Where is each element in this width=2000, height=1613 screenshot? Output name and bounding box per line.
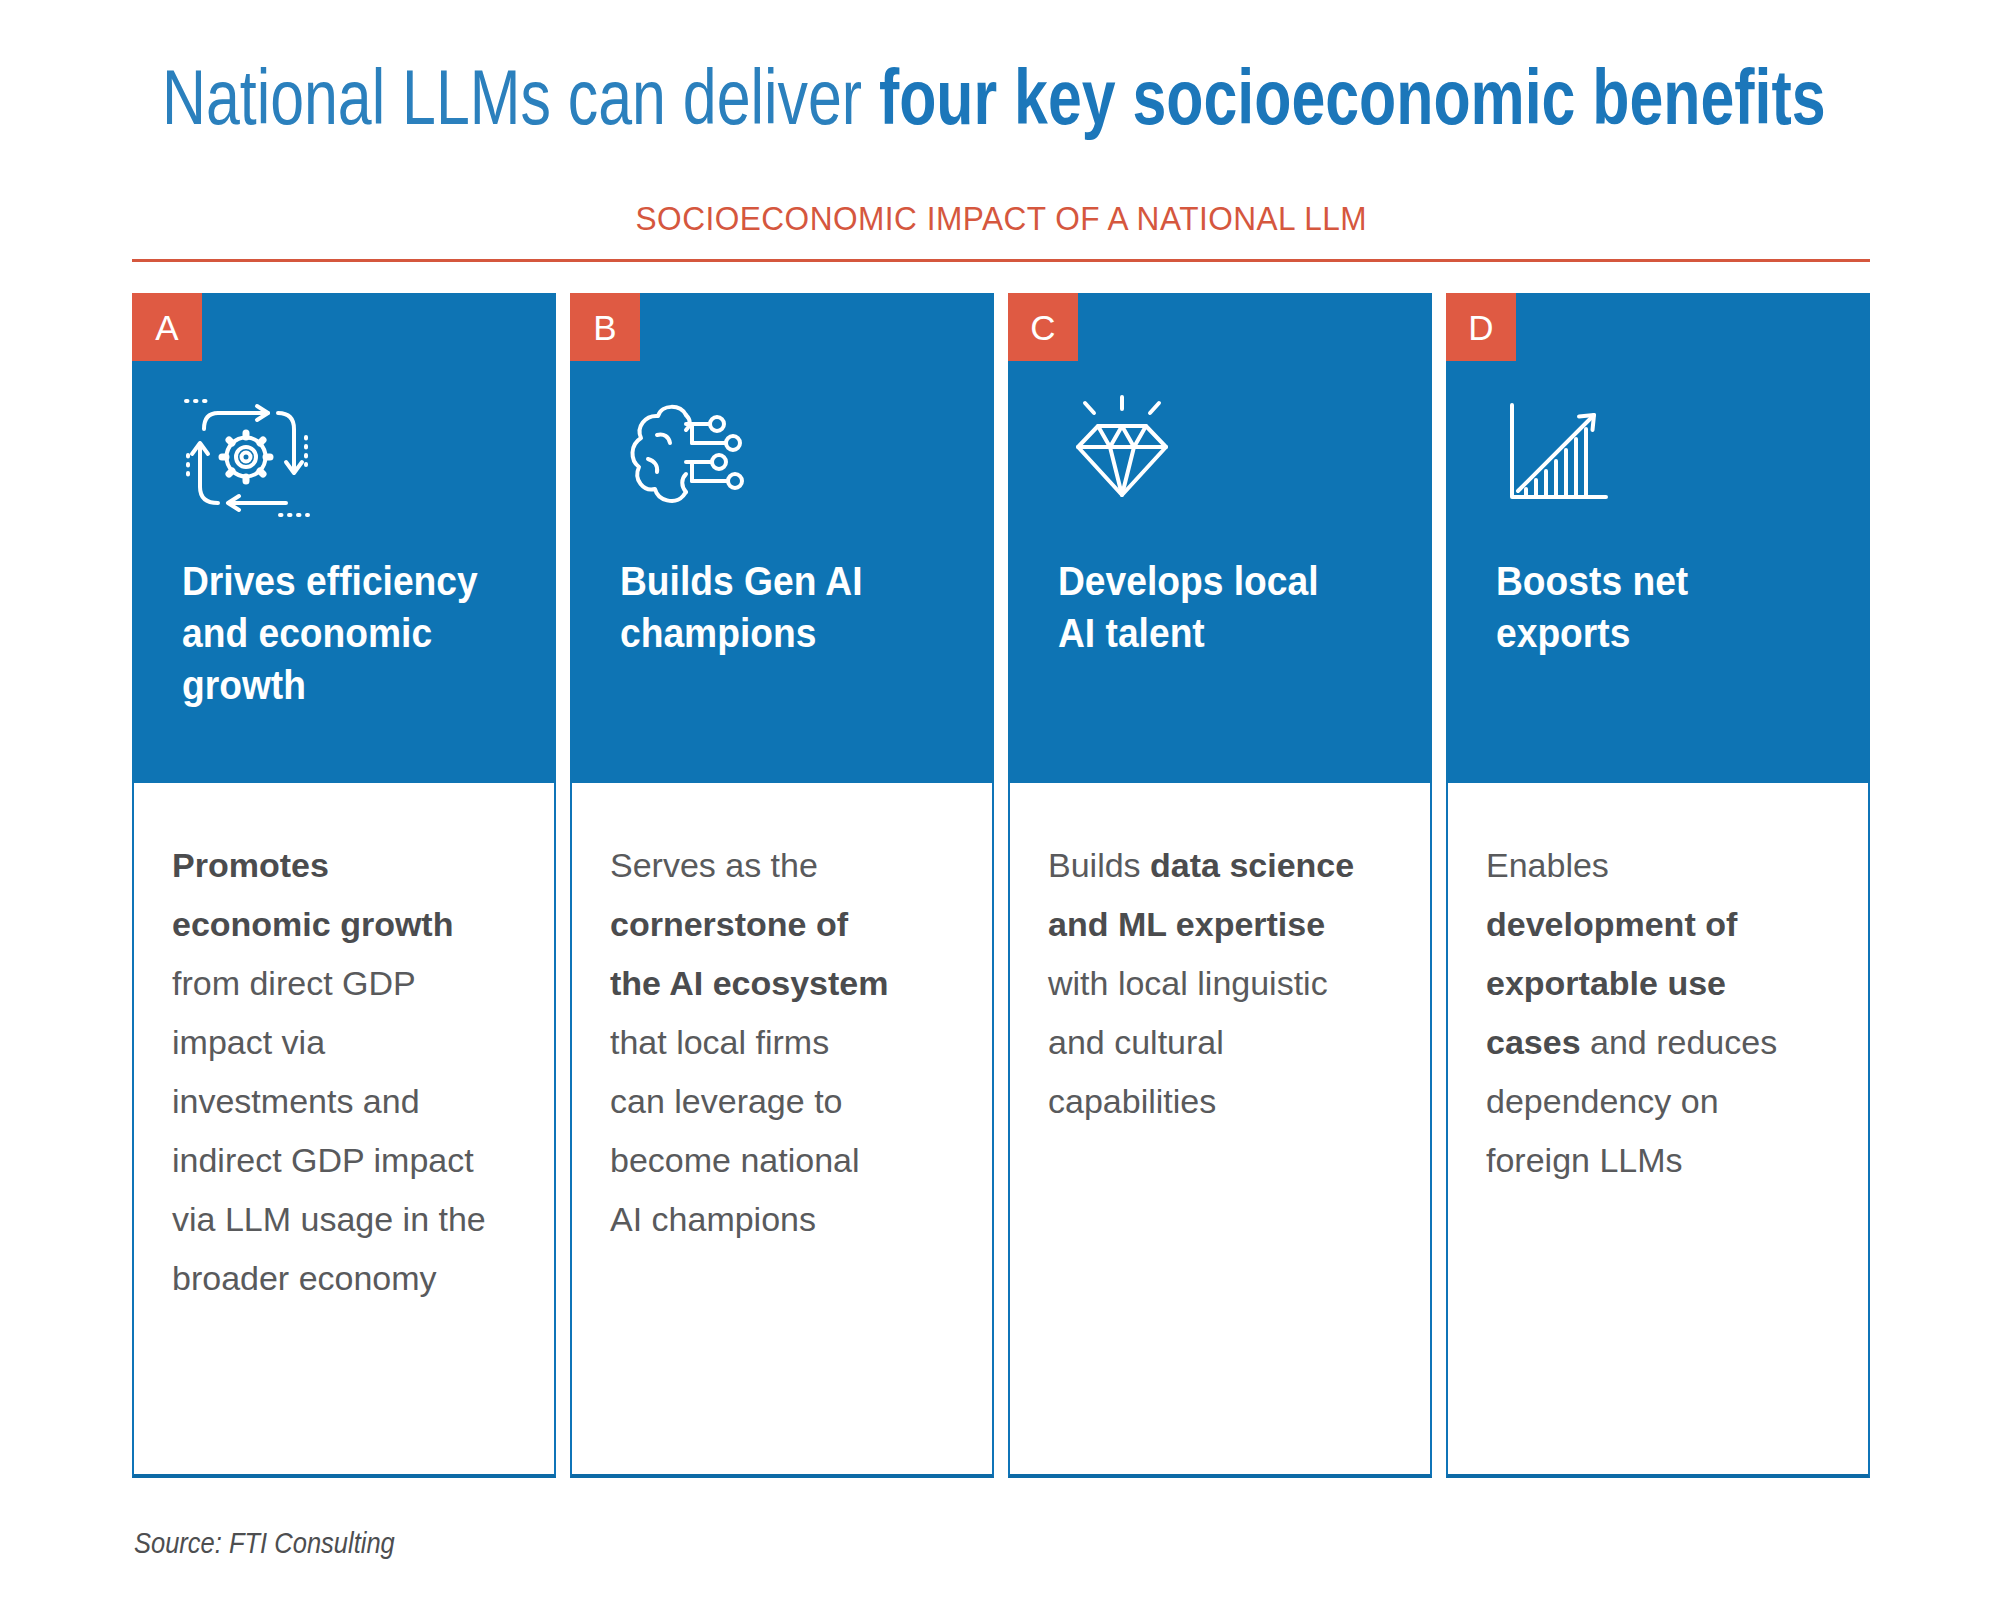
- badge-letter: D: [1468, 310, 1493, 345]
- body-text-segment: cornerstone of the AI ecosystem: [610, 905, 888, 1002]
- column-body: Builds data science and ML expertise wit…: [1008, 783, 1432, 1478]
- column-title: Builds Gen AI champions: [620, 555, 968, 659]
- process-gear-cycle-icon: [182, 393, 312, 523]
- letter-badge: C: [1008, 293, 1078, 361]
- source-note: Source: FTI Consulting: [134, 1526, 395, 1560]
- column-title: Drives efficiency and economic growth: [182, 555, 530, 711]
- body-text-segment: with local linguistic and cultural capab…: [1048, 964, 1328, 1120]
- letter-badge: B: [570, 293, 640, 361]
- column-title: Develops local AI talent: [1058, 555, 1406, 659]
- letter-badge: A: [132, 293, 202, 361]
- benefit-column-a: A: [132, 293, 556, 1478]
- badge-letter: A: [155, 310, 178, 345]
- brain-circuit-icon: [620, 393, 750, 523]
- badge-letter: B: [593, 310, 616, 345]
- column-header: B Builds Gen AI champions: [570, 293, 994, 783]
- column-body: Promotes economic growth from direct GDP…: [132, 783, 556, 1478]
- page-title-regular: National LLMs can deliver: [162, 53, 879, 141]
- subtitle: SOCIOECONOMIC IMPACT OF A NATIONAL LLM: [635, 201, 1367, 235]
- body-text-segment: Builds: [1048, 846, 1150, 884]
- page-title-bold: four key socioeconomic benefits: [879, 53, 1826, 141]
- column-header: C Develops local AI talent: [1008, 293, 1432, 783]
- body-text-segment: Enables: [1486, 846, 1609, 884]
- body-text-segment: from direct GDP impact via investments a…: [172, 964, 486, 1297]
- subtitle-row: SOCIOECONOMIC IMPACT OF A NATIONAL LLM: [132, 201, 1870, 235]
- column-header: D Boosts net exports: [1446, 293, 1870, 783]
- column-title: Boosts net exports: [1496, 555, 1844, 659]
- column-body: Enables development of exportable use ca…: [1446, 783, 1870, 1478]
- column-header: A: [132, 293, 556, 783]
- body-text-segment: Promotes economic growth: [172, 846, 453, 943]
- body-text-segment: that local firms can leverage to become …: [610, 1023, 860, 1238]
- letter-badge: D: [1446, 293, 1516, 361]
- column-body: Serves as the cornerstone of the AI ecos…: [570, 783, 994, 1478]
- benefit-column-d: D Boosts net exports Enables development…: [1446, 293, 1870, 1478]
- benefit-columns: A: [132, 293, 1870, 1478]
- page-title: National LLMs can deliver four key socio…: [162, 58, 1826, 136]
- growth-chart-icon: [1496, 393, 1626, 523]
- divider-rule: [132, 259, 1870, 262]
- benefit-column-c: C Develops local AI talent Builds data s…: [1008, 293, 1432, 1478]
- benefit-column-b: B Builds Gen AI champions Serves as the …: [570, 293, 994, 1478]
- body-text-segment: Serves as the: [610, 846, 818, 884]
- diamond-icon: [1058, 393, 1188, 523]
- badge-letter: C: [1030, 310, 1055, 345]
